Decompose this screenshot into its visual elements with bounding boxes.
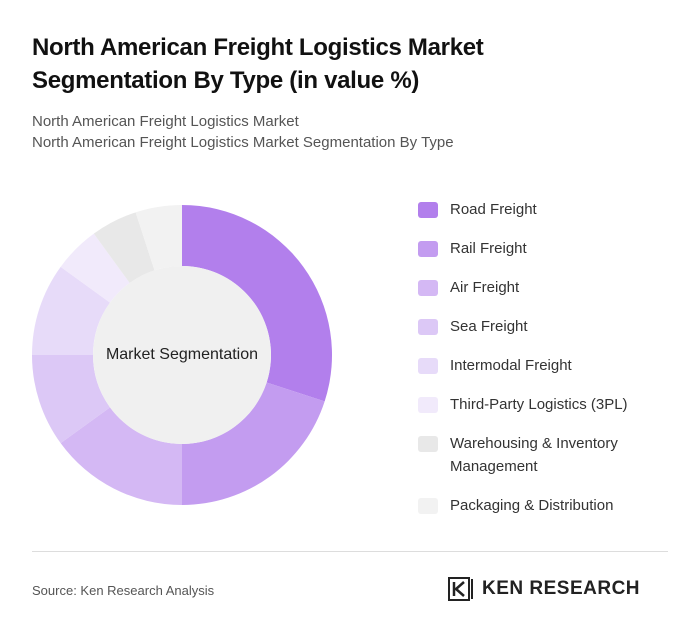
donut-hole (93, 266, 271, 444)
legend-item: Warehousing & Inventory Management (418, 432, 678, 478)
legend-swatch (418, 498, 438, 514)
logo-icon (448, 577, 470, 601)
legend: Road Freight Rail Freight Air Freight Sea F… (418, 198, 678, 533)
donut-segment (182, 205, 332, 402)
subtitle: North American Freight Logistics Market … (32, 134, 454, 151)
source: Source: Ken Research Analysis (32, 583, 215, 598)
legend-swatch (418, 241, 438, 257)
legend-label: Road Freight (450, 201, 537, 218)
legend-item: Road Freight (418, 198, 678, 221)
logo-text: KEN RESEARCH (482, 578, 641, 599)
legend-item: Packaging & Distribution (418, 494, 678, 517)
donut-segment (135, 205, 182, 271)
legend-label: Packaging & Distribution (450, 497, 614, 514)
donut-segment (60, 233, 130, 303)
legend-label: Rail Freight (450, 240, 527, 257)
donut-segment (32, 266, 110, 355)
legend-swatch (418, 202, 438, 218)
legend-swatch (418, 280, 438, 296)
legend-swatch (418, 397, 438, 413)
legend-label: Third-Party Logistics (3PL) (450, 396, 628, 413)
legend-label: Warehousing & Inventory Management (450, 435, 618, 475)
donut-segment (32, 355, 110, 444)
divider (32, 551, 668, 552)
legend-swatch (418, 358, 438, 374)
legend-item: Sea Freight (418, 315, 678, 338)
legend-item: Intermodal Freight (418, 354, 678, 377)
legend-label: Air Freight (450, 279, 520, 296)
donut-segment (182, 382, 325, 506)
donut-segment (93, 212, 155, 283)
center-label: Market Segmentation (106, 346, 258, 363)
legend-item: Air Freight (418, 276, 678, 299)
legend-swatch (418, 436, 438, 452)
legend-item: Rail Freight (418, 237, 678, 260)
title: North American Freight Logistics Market … (32, 34, 484, 94)
donut-chart: Market Segmentation (32, 205, 332, 506)
logo: KEN RESEARCH (448, 577, 640, 601)
logo-bar (471, 579, 473, 599)
legend-label: Sea Freight (450, 318, 528, 335)
subtitle: North American Freight Logistics Market (32, 113, 299, 130)
legend-label: Intermodal Freight (450, 357, 572, 374)
donut-segment (60, 407, 183, 505)
legend-item: Third-Party Logistics (3PL) (418, 393, 678, 416)
legend-swatch (418, 319, 438, 335)
